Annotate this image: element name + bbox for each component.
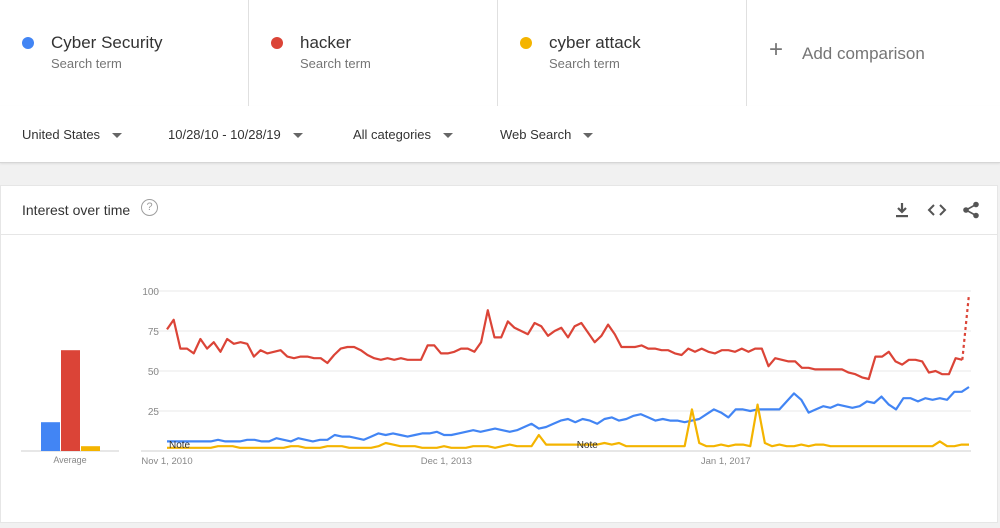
category-dropdown[interactable]: All categories	[353, 127, 454, 142]
average-label: Average	[53, 455, 86, 465]
search-term-card[interactable]: cyber attack Search term	[498, 0, 747, 106]
caret-down-icon	[292, 132, 303, 138]
term-color-dot	[520, 37, 532, 49]
category-label: All categories	[353, 127, 432, 142]
term-name: cyber attack	[549, 33, 641, 52]
y-tick-label: 25	[148, 407, 160, 418]
date-range-dropdown[interactable]: 10/28/10 - 10/28/19	[168, 127, 303, 142]
download-icon[interactable]	[892, 200, 912, 220]
term-name: Cyber Security	[51, 33, 163, 52]
y-tick-label: 100	[142, 287, 159, 298]
search-terms-bar: Cyber Security Search term hacker Search…	[0, 0, 1000, 107]
search-term-card[interactable]: hacker Search term	[249, 0, 498, 106]
term-color-dot	[22, 37, 34, 49]
caret-down-icon	[583, 132, 594, 138]
average-bar	[81, 446, 100, 451]
help-icon[interactable]: ?	[141, 199, 158, 216]
interest-over-time-card: Interest over time ? 100 75 50 25 Average Nov…	[0, 185, 998, 523]
x-tick-label: Nov 1, 2010	[141, 456, 192, 467]
caret-down-icon	[443, 132, 454, 138]
series-line	[166, 309, 963, 381]
series-line	[167, 386, 970, 443]
card-title: Interest over time	[22, 202, 131, 218]
y-tick-label: 50	[148, 367, 160, 378]
series-line-partial	[961, 294, 971, 360]
x-tick-label: Jan 1, 2017	[701, 456, 751, 467]
note-annotation: Note	[169, 440, 191, 451]
search-type-dropdown[interactable]: Web Search	[500, 127, 594, 142]
plus-icon: +	[769, 36, 784, 63]
embed-icon[interactable]	[927, 200, 947, 220]
region-label: United States	[22, 127, 101, 142]
date-range-label: 10/28/10 - 10/28/19	[168, 127, 281, 142]
card-header: Interest over time ?	[1, 186, 997, 235]
interest-chart: 100 75 50 25 Average Nov 1, 2010 Dec 1, 2013 Ja…	[21, 287, 971, 467]
term-type-label: Search term	[300, 56, 371, 71]
y-tick-label: 75	[148, 327, 160, 338]
filters-bar: United States 10/28/10 - 10/28/19 All ca…	[0, 106, 1000, 163]
caret-down-icon	[112, 132, 123, 138]
add-comparison-button[interactable]: + Add comparison	[747, 0, 1000, 106]
term-type-label: Search term	[51, 56, 122, 71]
term-type-label: Search term	[549, 56, 620, 71]
term-name: hacker	[300, 33, 352, 52]
x-tick-label: Dec 1, 2013	[421, 456, 472, 467]
series-line	[167, 403, 969, 449]
average-bar	[41, 422, 60, 451]
search-type-label: Web Search	[500, 127, 572, 142]
term-color-dot	[271, 37, 283, 49]
search-term-card[interactable]: Cyber Security Search term	[0, 0, 249, 106]
average-bar	[61, 350, 80, 451]
region-dropdown[interactable]: United States	[22, 127, 123, 142]
add-comparison-label: Add comparison	[802, 44, 925, 63]
share-icon[interactable]	[961, 200, 981, 220]
note-annotation: Note	[577, 440, 599, 451]
